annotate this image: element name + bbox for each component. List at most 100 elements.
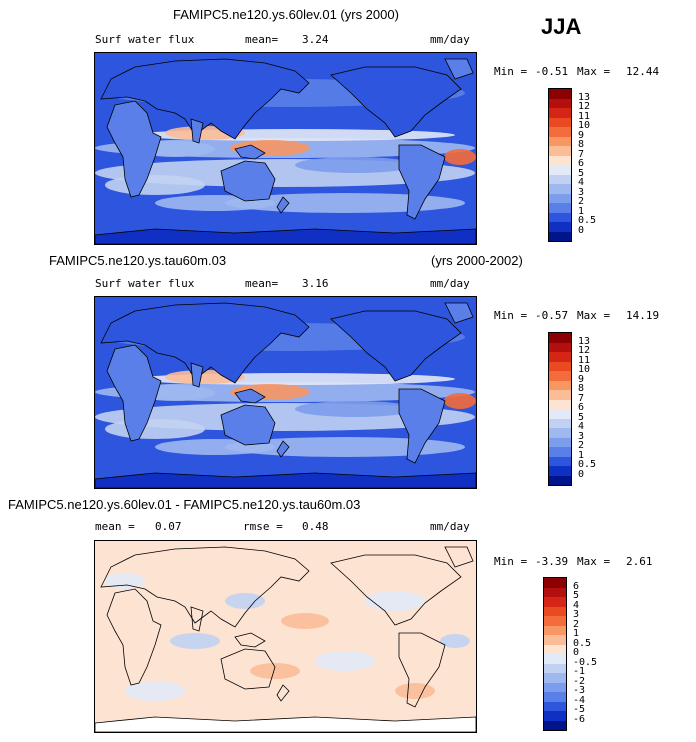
colorbar-swatch <box>549 371 571 381</box>
colorbar-swatch <box>549 108 571 118</box>
colorbar-swatch <box>549 98 571 108</box>
colorbar-swatch <box>549 231 571 241</box>
colorbar-tick-label: 4 <box>578 177 585 188</box>
colorbar-tick-label: 2 <box>578 440 585 451</box>
colorbar-swatch <box>549 222 571 232</box>
colorbar-tick-label: 6 <box>578 402 585 413</box>
panel-3-title: FAMIPC5.ne120.ys.60lev.01 - FAMIPC5.ne12… <box>8 497 361 512</box>
colorbar-swatch <box>549 428 571 438</box>
colorbar-tick-label: 3 <box>578 430 585 442</box>
panel-1-title: FAMIPC5.ne120.ys.60lev.01 (yrs 2000) <box>173 7 399 22</box>
panel-2-title: FAMIPC5.ne120.ys.tau60m.03 <box>49 253 227 268</box>
colorbar-swatch <box>544 597 566 607</box>
panel-3-mean-value: 0.07 <box>155 520 182 533</box>
colorbar-tick-label: 7 <box>578 148 585 160</box>
colorbar-swatch <box>549 418 571 428</box>
colorbar-tick-label: 4 <box>578 421 585 432</box>
colorbar-tick-label: 6 <box>578 158 585 169</box>
panel-3-colorbar <box>543 577 567 731</box>
panel-2-max-label: Max = <box>577 309 611 322</box>
colorbar-swatch <box>544 635 566 645</box>
panel-1-map <box>94 52 477 245</box>
colorbar-swatch <box>549 174 571 184</box>
colorbar-swatch <box>549 212 571 222</box>
colorbar-swatch <box>549 136 571 146</box>
colorbar-swatch <box>549 399 571 409</box>
colorbar-tick-label: -1 <box>573 666 586 677</box>
panel-2-units: mm/day <box>430 277 470 290</box>
colorbar-swatch <box>549 184 571 194</box>
colorbar-tick-label: 9 <box>578 129 585 141</box>
panel-3-rmse-value: 0.48 <box>302 520 329 533</box>
colorbar-swatch <box>544 701 566 711</box>
colorbar-swatch <box>549 361 571 371</box>
colorbar-tick-label: 0.5 <box>578 215 597 226</box>
panel-2-variable: Surf water flux <box>95 277 195 290</box>
colorbar-tick-label: -3 <box>573 685 586 696</box>
colorbar-swatch <box>544 720 566 730</box>
colorbar-swatch <box>549 380 571 390</box>
colorbar-tick-label: 8 <box>578 139 585 150</box>
colorbar-swatch <box>549 390 571 400</box>
colorbar-tick-label: 0.5 <box>573 637 592 649</box>
panel-2-map <box>94 296 477 489</box>
panel-1-variable: Surf water flux <box>95 33 195 46</box>
season-label: JJA <box>541 14 582 39</box>
colorbar-tick-label: -0.5 <box>573 656 598 668</box>
panel-1-colorbar <box>548 88 572 242</box>
panel-2-mean-value: 3.16 <box>302 277 329 290</box>
colorbar-swatch <box>544 578 566 588</box>
colorbar-swatch <box>549 146 571 156</box>
colorbar-swatch <box>549 333 571 343</box>
colorbar-swatch <box>549 475 571 485</box>
colorbar-swatch <box>549 89 571 99</box>
colorbar-swatch <box>544 587 566 597</box>
panel-2-max-value: 14.19 <box>626 309 660 322</box>
colorbar-tick-label: 1 <box>573 628 580 639</box>
panel-3-units: mm/day <box>430 520 470 533</box>
colorbar-tick-label: 0 <box>578 468 585 480</box>
panel-3-min-value: -3.39 <box>535 555 569 568</box>
colorbar-tick-label: 2 <box>573 618 580 630</box>
panel-1-mean-label: mean= <box>245 33 279 46</box>
colorbar-tick-label: 11 <box>578 110 591 122</box>
colorbar-tick-label: -5 <box>573 704 586 715</box>
colorbar-swatch <box>549 352 571 362</box>
colorbar-swatch <box>549 466 571 476</box>
colorbar-tick-label: 0 <box>573 647 580 658</box>
colorbar-swatch <box>549 456 571 466</box>
colorbar-swatch <box>544 644 566 654</box>
colorbar-swatch <box>549 155 571 165</box>
colorbar-tick-label: 1 <box>578 205 585 217</box>
colorbar-swatch <box>549 447 571 457</box>
colorbar-tick-label: 10 <box>578 364 591 375</box>
panel-2-min-value: -0.57 <box>535 309 569 322</box>
colorbar-swatch <box>549 127 571 137</box>
colorbar-tick-label: 6 <box>573 580 580 592</box>
colorbar-swatch <box>549 409 571 419</box>
colorbar-swatch <box>549 165 571 175</box>
colorbar-tick-label: -6 <box>573 713 586 725</box>
colorbar-tick-label: 1 <box>578 449 585 461</box>
colorbar-tick-label: 8 <box>578 383 585 394</box>
panel-2-colorbar <box>548 332 572 486</box>
colorbar-tick-label: 5 <box>573 590 580 601</box>
panel-1-mean-value: 3.24 <box>302 33 329 46</box>
colorbar-tick-label: 3 <box>578 186 585 198</box>
panel-1-max-label: Max = <box>577 65 611 78</box>
colorbar-tick-label: 12 <box>578 101 591 112</box>
colorbar-tick-label: -4 <box>573 694 586 706</box>
panel-3-max-label: Max = <box>577 555 611 568</box>
colorbar-tick-label: 3 <box>573 609 580 620</box>
colorbar-swatch <box>544 711 566 721</box>
colorbar-swatch <box>544 673 566 683</box>
panel-3-max-value: 2.61 <box>626 555 653 568</box>
colorbar-swatch <box>549 203 571 213</box>
panel-1-min-label: Min = <box>494 65 528 78</box>
colorbar-swatch <box>549 117 571 127</box>
panel-2-min-label: Min = <box>494 309 528 322</box>
panel-2-title-extra: (yrs 2000-2002) <box>431 253 523 268</box>
panel-3-mean-label: mean = <box>95 520 135 533</box>
panel-1-max-value: 12.44 <box>626 65 660 78</box>
colorbar-tick-label: 11 <box>578 354 591 366</box>
